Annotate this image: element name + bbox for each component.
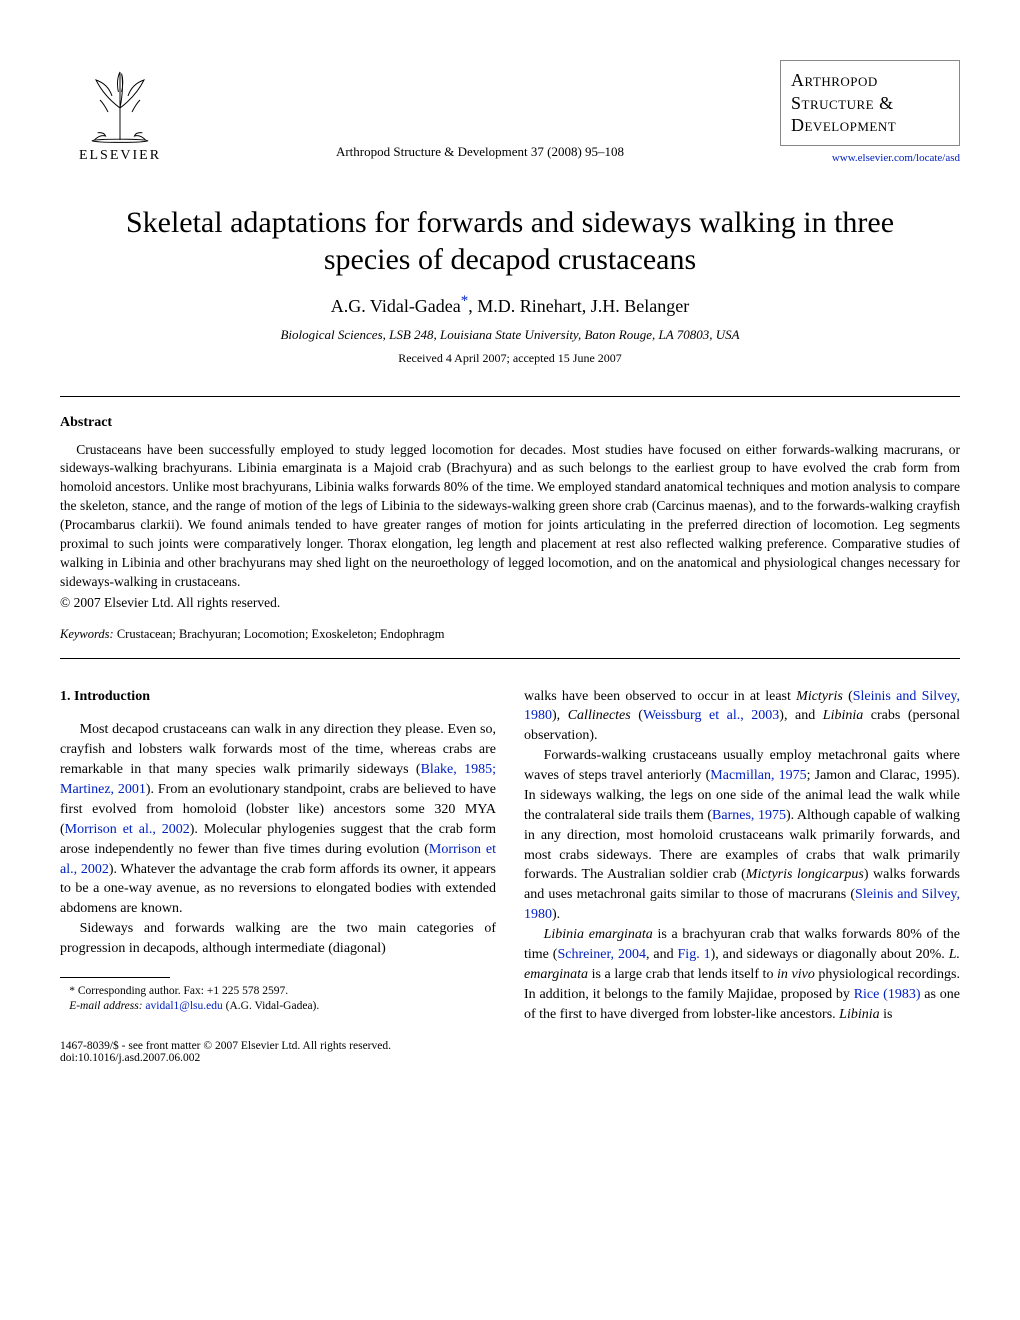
authors-rest: , M.D. Rinehart, J.H. Belanger: [468, 296, 689, 316]
email-footnote: E-mail address: avidal1@lsu.edu (A.G. Vi…: [60, 999, 496, 1015]
abstract-copyright: © 2007 Elsevier Ltd. All rights reserved…: [60, 594, 960, 613]
article-dates: Received 4 April 2007; accepted 15 June …: [60, 351, 960, 366]
keywords-list: Crustacean; Brachyuran; Locomotion; Exos…: [117, 627, 445, 641]
abstract-body: Crustaceans have been successfully emplo…: [60, 441, 960, 613]
body-paragraph: Most decapod crustaceans can walk in any…: [60, 720, 496, 919]
abstract-paragraph: Crustaceans have been successfully emplo…: [60, 441, 960, 592]
keywords-label: Keywords:: [60, 627, 114, 641]
body-paragraph: Libinia emarginata is a brachyuran crab …: [524, 925, 960, 1024]
citation-link[interactable]: Macmillan, 1975: [710, 768, 806, 783]
citation-link[interactable]: Rice (1983): [854, 987, 921, 1002]
publisher-logo-block: ELSEVIER: [60, 64, 180, 164]
section-heading: 1. Introduction: [60, 687, 496, 707]
title-line-2: species of decapod crustaceans: [324, 243, 696, 276]
email-link[interactable]: avidal1@lsu.edu: [145, 1000, 222, 1012]
journal-logo-line-2: Structure &: [791, 92, 949, 115]
body-paragraph: Forwards-walking crustaceans usually emp…: [524, 746, 960, 925]
header-row: ELSEVIER Arthropod Structure & Developme…: [60, 60, 960, 164]
keywords-line: Keywords: Crustacean; Brachyuran; Locomo…: [60, 627, 960, 642]
column-left: 1. Introduction Most decapod crustaceans…: [60, 687, 496, 1025]
publisher-name: ELSEVIER: [79, 148, 161, 164]
bottom-matter: 1467-8039/$ - see front matter © 2007 El…: [60, 1040, 960, 1064]
journal-logo-line-3: Development: [791, 114, 949, 137]
citation-line: Arthropod Structure & Development 37 (20…: [180, 144, 780, 164]
elsevier-tree-icon: [80, 64, 160, 144]
authors-line: A.G. Vidal-Gadea*, M.D. Rinehart, J.H. B…: [60, 293, 960, 317]
journal-title-block: Arthropod Structure & Development www.el…: [780, 60, 960, 164]
citation-link[interactable]: Barnes, 1975: [712, 808, 786, 823]
doi-line: doi:10.1016/j.asd.2007.06.002: [60, 1052, 960, 1064]
citation-link[interactable]: Schreiner, 2004: [557, 947, 646, 962]
author-1: A.G. Vidal-Gadea: [331, 296, 461, 316]
footnotes: * Corresponding author. Fax: +1 225 578 …: [60, 984, 496, 1015]
affiliation: Biological Sciences, LSB 248, Louisiana …: [60, 327, 960, 343]
body-paragraph: Sideways and forwards walking are the tw…: [60, 919, 496, 959]
footnote-separator: [60, 977, 170, 978]
body-columns: 1. Introduction Most decapod crustaceans…: [60, 687, 960, 1025]
homepage-link[interactable]: www.elsevier.com/locate/asd: [832, 152, 960, 164]
citation-link[interactable]: Weissburg et al., 2003: [643, 708, 779, 723]
homepage-link-wrap: www.elsevier.com/locate/asd: [780, 152, 960, 164]
divider: [60, 658, 960, 659]
corresponding-footnote: * Corresponding author. Fax: +1 225 578 …: [60, 984, 496, 1000]
abstract-heading: Abstract: [60, 415, 960, 431]
citation-link[interactable]: Morrison et al., 2002: [65, 822, 190, 837]
divider: [60, 396, 960, 397]
figure-link[interactable]: Fig. 1: [678, 947, 711, 962]
column-right: walks have been observed to occur in at …: [524, 687, 960, 1025]
title-line-1: Skeletal adaptations for forwards and si…: [126, 206, 894, 239]
front-matter-line: 1467-8039/$ - see front matter © 2007 El…: [60, 1040, 960, 1052]
corr-star-icon: *: [69, 985, 75, 997]
article-title: Skeletal adaptations for forwards and si…: [90, 204, 930, 279]
body-paragraph: walks have been observed to occur in at …: [524, 687, 960, 747]
journal-logo-line-1: Arthropod: [791, 69, 949, 92]
